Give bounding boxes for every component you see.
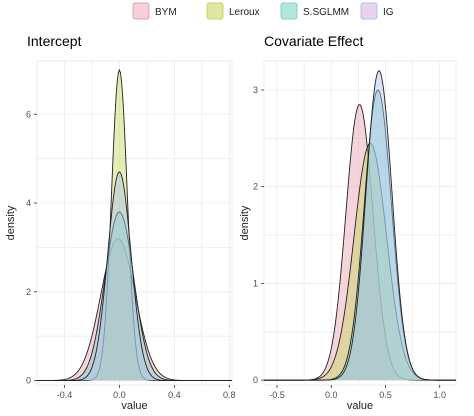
y-tick-label: 2 xyxy=(26,287,31,297)
legend-item-ig: IG xyxy=(360,2,394,20)
legend-label-s-sglmm: S.SGLMM xyxy=(303,7,349,18)
density-area-s-sglmm xyxy=(37,211,232,381)
x-axis-label: value xyxy=(347,400,373,412)
covariate-effect-panel: Covariate Effect -0.5 0.0 0.5 1.0 0 1 2 3 value de… xyxy=(239,33,457,412)
density-area-ig xyxy=(264,70,456,381)
plot-area xyxy=(263,60,457,386)
intercept-panel: Intercept -0.4 0.0 0.4 0.8 0 2 4 6 value density xyxy=(5,33,236,412)
x-tick-label: -0.5 xyxy=(269,390,285,400)
x-tick-label: 0.8 xyxy=(223,390,236,400)
legend-key-bym xyxy=(132,2,150,20)
y-tick-label: 0 xyxy=(26,376,31,386)
legend-label-leroux: Leroux xyxy=(229,7,260,18)
legend-item-leroux: Leroux xyxy=(206,2,260,20)
x-tick-label: 0.0 xyxy=(325,390,338,400)
x-axis-label: value xyxy=(121,400,147,412)
density-area-ig xyxy=(37,171,232,381)
y-axis-label: density xyxy=(239,205,251,240)
legend-key-ig xyxy=(360,2,378,20)
density-line-ig xyxy=(37,171,232,382)
panel-title: Intercept xyxy=(27,33,82,49)
legend: BYM Leroux S.SGLMM IG xyxy=(132,2,394,20)
y-tick-label: 4 xyxy=(26,198,31,208)
x-tick-label: 0.0 xyxy=(113,390,126,400)
x-tick-label: -0.4 xyxy=(57,390,73,400)
y-tick-label: 1 xyxy=(253,278,258,288)
density-area-bym xyxy=(37,238,232,381)
density-line-ig xyxy=(264,70,456,381)
legend-key-s-sglmm xyxy=(280,2,298,20)
density-area-s-sglmm xyxy=(264,90,456,381)
y-tick-label: 2 xyxy=(253,182,258,192)
legend-label-bym: BYM xyxy=(155,7,177,18)
x-tick-label: 1.0 xyxy=(433,390,446,400)
x-tick-label: 0.5 xyxy=(379,390,392,400)
legend-item-s-sglmm: S.SGLMM xyxy=(280,2,349,20)
panel-title: Covariate Effect xyxy=(264,33,363,49)
y-tick-label: 3 xyxy=(253,85,258,95)
density-area-bym xyxy=(264,104,456,381)
legend-label-ig: IG xyxy=(383,7,394,18)
y-axis-label: density xyxy=(5,205,17,240)
legend-item-bym: BYM xyxy=(132,2,177,20)
y-tick-label: 6 xyxy=(26,109,31,119)
legend-key-leroux xyxy=(206,2,224,20)
x-tick-label: 0.4 xyxy=(168,390,181,400)
y-tick-label: 0 xyxy=(253,375,258,385)
